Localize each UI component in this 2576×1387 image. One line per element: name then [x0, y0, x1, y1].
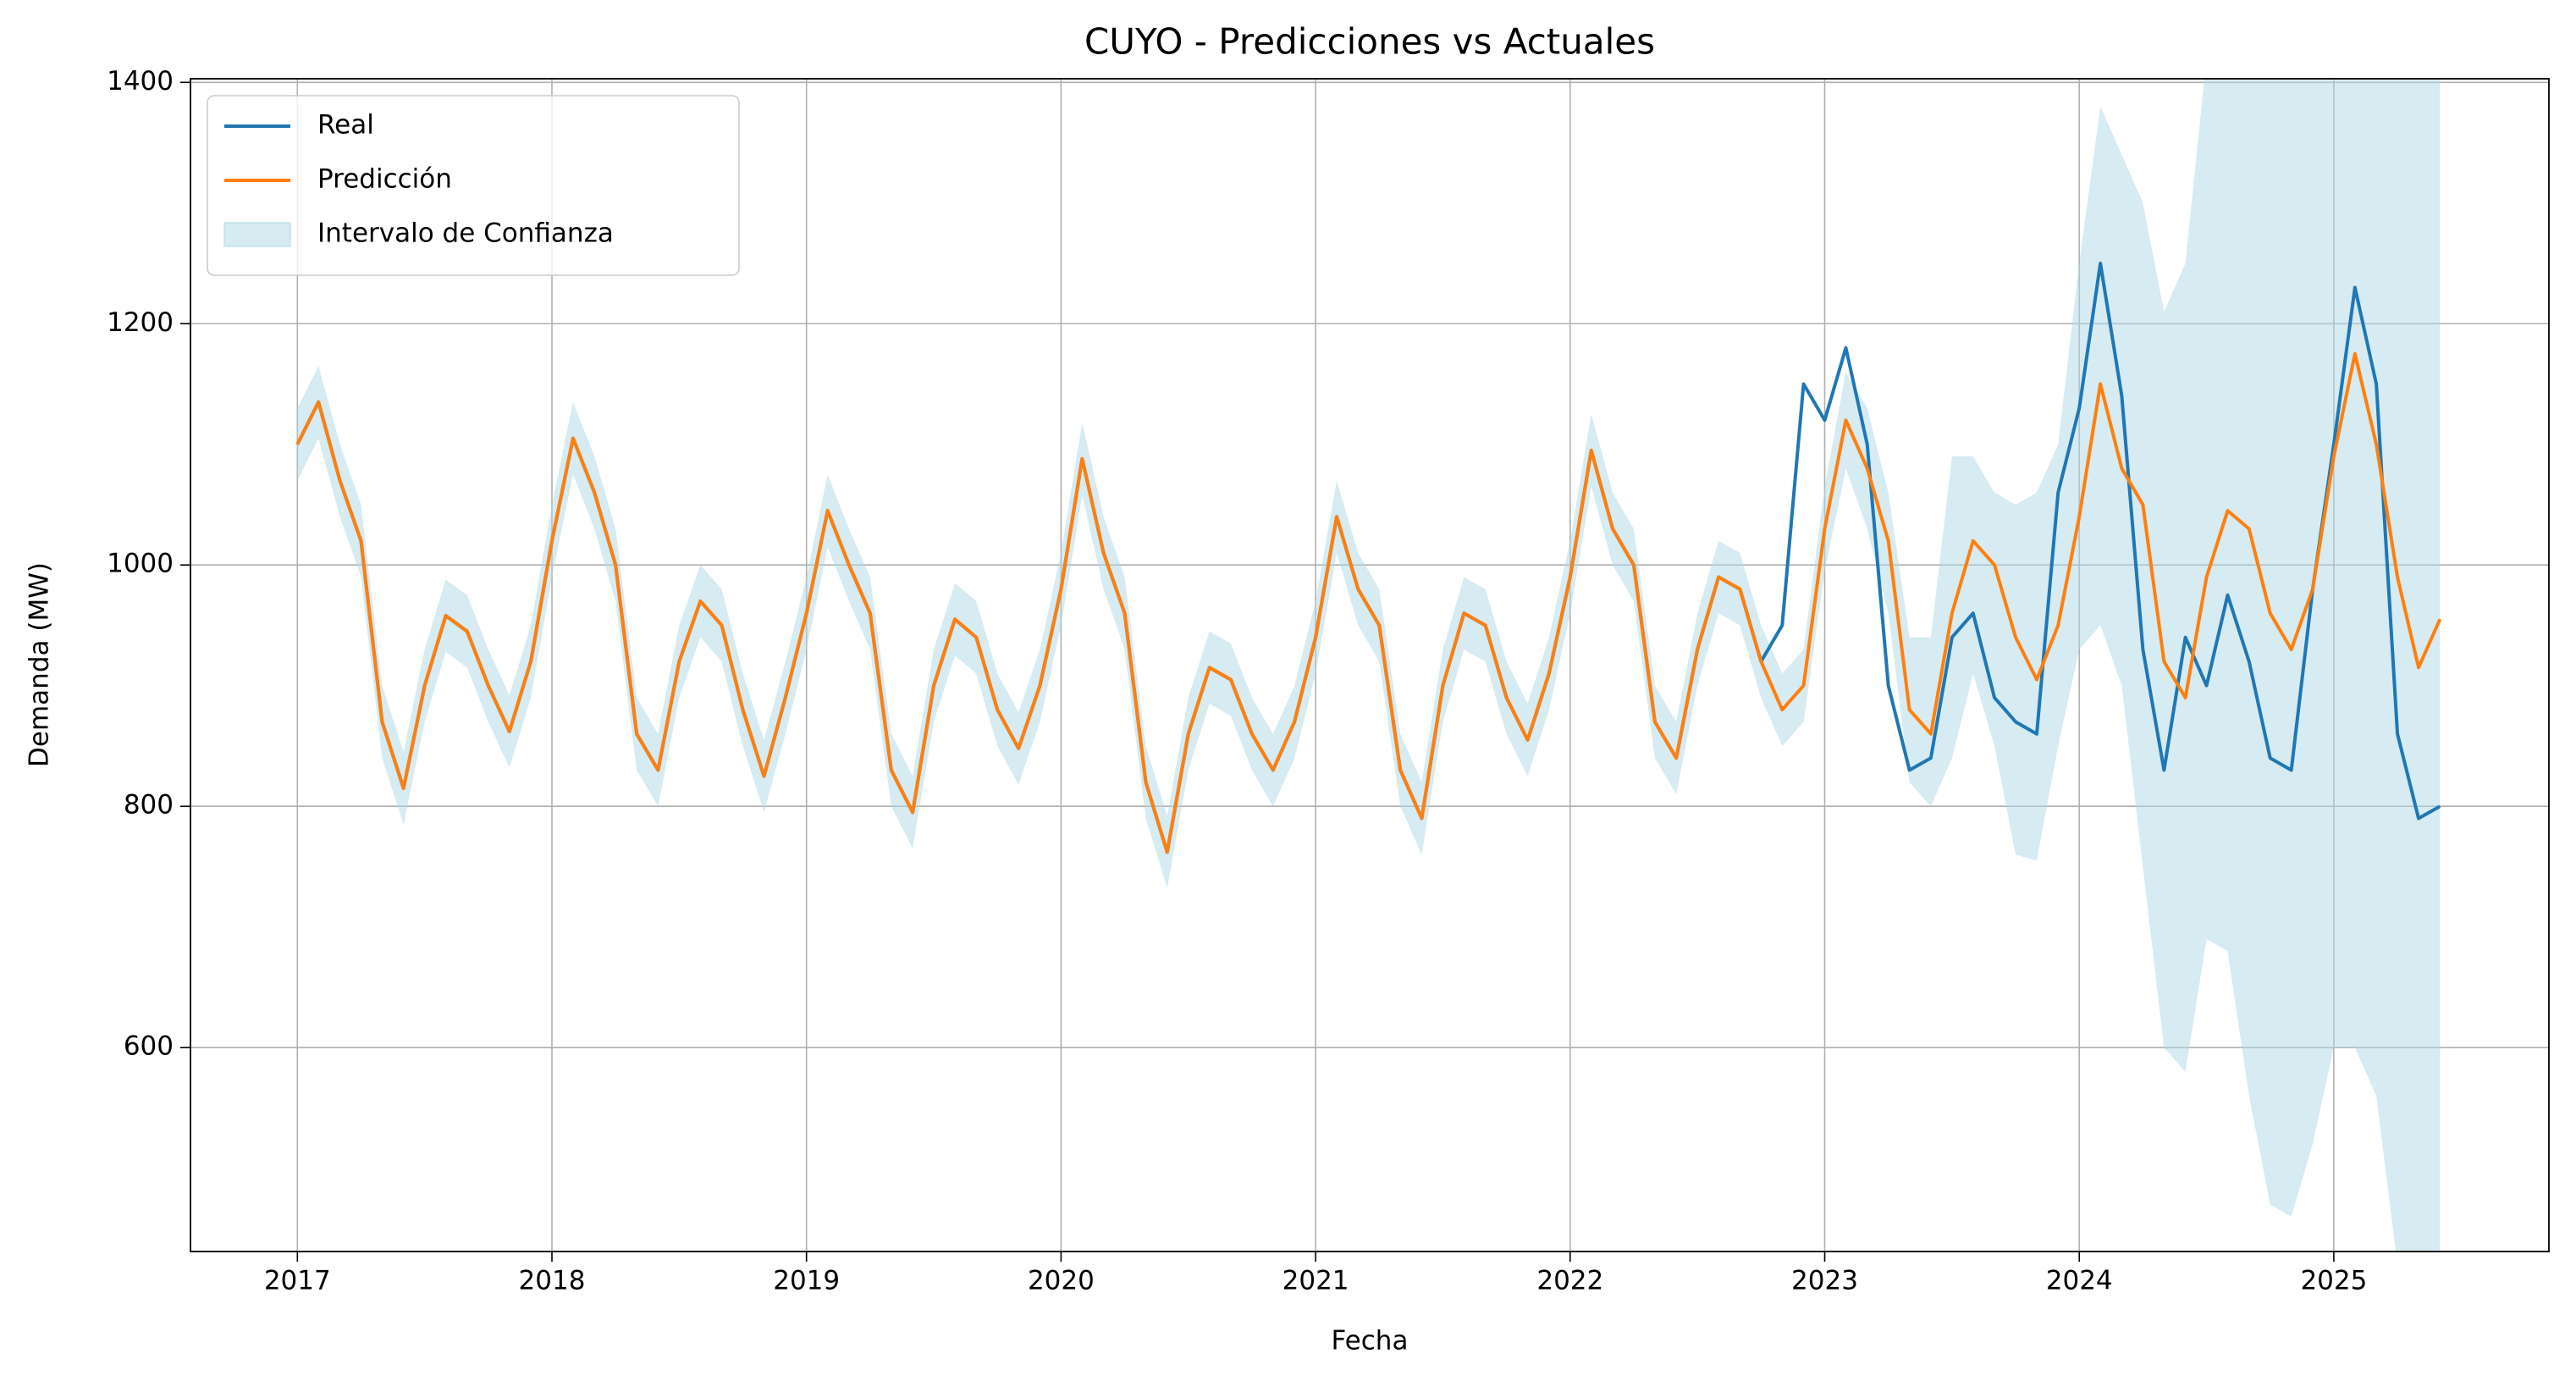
x-tick-label: 2020 — [1028, 1266, 1095, 1296]
x-tick-label: 2018 — [519, 1266, 586, 1296]
legend-label: Predicción — [317, 164, 452, 195]
plot-frame — [190, 78, 2550, 1252]
legend-box — [207, 95, 740, 276]
confidence-band — [297, 79, 2441, 1252]
legend-swatch — [223, 222, 291, 247]
y-tick-label: 600 — [124, 1031, 174, 1062]
y-tick-label: 800 — [124, 790, 174, 821]
x-tick-label: 2021 — [1282, 1266, 1349, 1296]
chart-title: CUYO - Predicciones vs Actuales — [1084, 21, 1655, 63]
y-tick-label: 1400 — [107, 66, 174, 97]
x-tick-label: 2017 — [264, 1266, 331, 1296]
x-tick-label: 2023 — [1791, 1266, 1858, 1296]
plot-data — [295, 79, 2442, 1252]
legend-label: Intervalo de Confianza — [317, 218, 614, 249]
legend-label: Real — [317, 110, 374, 141]
y-axis-label: Demanda (MW) — [25, 562, 55, 767]
x-tick-label: 2025 — [2300, 1266, 2367, 1296]
x-axis-label: Fecha — [1332, 1326, 1409, 1357]
x-tick-label: 2024 — [2046, 1266, 2113, 1296]
y-tick-label: 1200 — [107, 307, 174, 338]
x-tick-label: 2022 — [1536, 1266, 1603, 1296]
series-line — [295, 351, 2442, 854]
x-tick-label: 2019 — [773, 1266, 840, 1296]
y-tick-label: 1000 — [107, 549, 174, 579]
